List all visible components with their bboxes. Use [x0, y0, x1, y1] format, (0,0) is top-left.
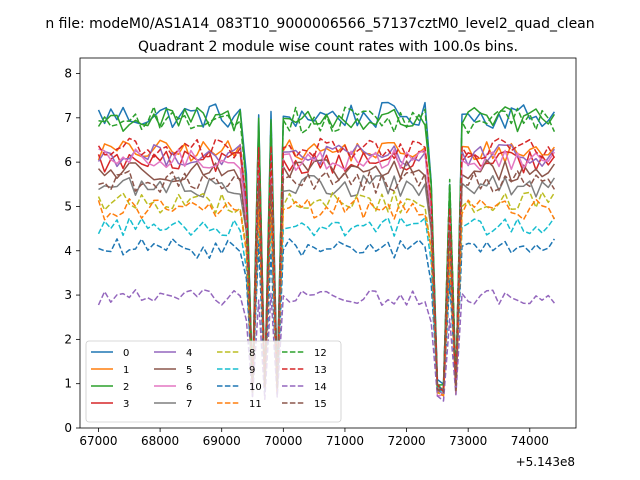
x-tick-label: 70000	[264, 434, 302, 448]
series-line-6	[98, 148, 556, 397]
axes-frame	[79, 57, 577, 429]
legend-label-13: 13	[314, 365, 327, 376]
x-axis: 67000 68000 69000 70000 71000 72000 73000 74000	[79, 428, 549, 448]
chart-title: Quadrant 2 module wise count rates with …	[138, 39, 518, 55]
y-tick-label: 6	[64, 155, 72, 169]
y-tick-label: 1	[64, 377, 72, 391]
x-tick-label: 73000	[449, 434, 487, 448]
legend-label-14: 14	[314, 382, 327, 393]
legend-label-7: 7	[186, 399, 192, 410]
legend-label-15: 15	[314, 399, 327, 410]
series-line-10	[98, 238, 556, 393]
y-tick-label: 2	[64, 332, 72, 346]
series-line-15	[98, 170, 556, 394]
x-tick-label: 72000	[387, 434, 425, 448]
legend-label-9: 9	[249, 365, 255, 376]
legend-label-5: 5	[186, 365, 192, 376]
legend-label-3: 3	[123, 399, 129, 410]
legend-label-8: 8	[249, 348, 255, 359]
legend-label-4: 4	[186, 348, 192, 359]
y-axis: 0 1 2 3 4 5 6 7 8	[64, 67, 80, 435]
x-tick-label: 68000	[141, 434, 179, 448]
legend-label-2: 2	[123, 382, 129, 393]
series-line-13	[97, 137, 556, 393]
series-line-11	[97, 197, 556, 397]
y-tick-label: 8	[64, 67, 72, 81]
legend-box	[85, 340, 342, 423]
x-axis-offset-label: +5.143e8	[516, 455, 575, 469]
series-line-9	[97, 216, 556, 393]
legend-label-12: 12	[314, 348, 327, 359]
x-tick-label: 69000	[203, 434, 241, 448]
legend-label-11: 11	[249, 399, 262, 410]
series-line-8	[97, 190, 556, 396]
y-tick-label: 3	[64, 288, 72, 302]
y-tick-label: 0	[64, 421, 72, 435]
y-tick-label: 7	[64, 111, 72, 125]
series-line-2	[98, 106, 556, 389]
series-layer	[97, 101, 556, 402]
legend-label-1: 1	[123, 365, 129, 376]
series-line-12	[97, 106, 556, 388]
y-tick-label: 4	[64, 244, 72, 258]
series-line-3	[97, 150, 556, 393]
legend-label-10: 10	[249, 382, 262, 393]
figure-suptitle: n file: modeM0/AS1A14_083T10_9000006566_…	[45, 16, 594, 32]
x-tick-label: 74000	[511, 434, 549, 448]
x-tick-label: 71000	[326, 434, 364, 448]
series-line-7	[98, 174, 556, 394]
series-line-14	[97, 288, 555, 402]
legend-label-6: 6	[186, 382, 192, 393]
y-tick-label: 5	[64, 199, 72, 213]
series-line-5	[97, 159, 556, 391]
x-tick-label: 67000	[79, 434, 117, 448]
legend-label-0: 0	[123, 348, 129, 359]
